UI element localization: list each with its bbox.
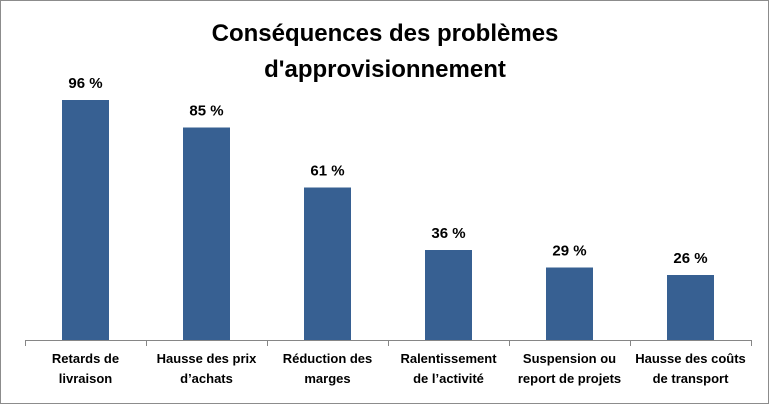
- data-label: 29 %: [552, 243, 586, 260]
- bar: [425, 250, 472, 340]
- category-label: Suspension ou: [523, 351, 616, 366]
- category-label: Ralentissement: [400, 351, 497, 366]
- data-label: 96 %: [68, 75, 102, 92]
- category-label: Hausse des prix: [157, 351, 257, 366]
- bar: [546, 267, 593, 340]
- category-label: de l’activité: [413, 371, 484, 386]
- data-label: 36 %: [431, 225, 465, 242]
- category-label: report de projets: [518, 371, 621, 386]
- bar: [62, 100, 109, 340]
- data-label: 26 %: [673, 250, 707, 267]
- bar: [183, 127, 230, 340]
- chart-title-line-2: d'approvisionnement: [264, 56, 506, 83]
- category-label: Retards de: [52, 351, 119, 366]
- category-label: livraison: [59, 371, 113, 386]
- category-label: de transport: [653, 371, 730, 386]
- data-label: 61 %: [310, 163, 344, 180]
- category-label: marges: [304, 371, 350, 386]
- category-label: Réduction des: [283, 351, 373, 366]
- category-label: Hausse des coûts: [635, 351, 746, 366]
- chart-title-line-1: Conséquences des problèmes: [212, 20, 559, 47]
- data-label: 85 %: [189, 103, 223, 120]
- category-label: d’achats: [180, 371, 233, 386]
- plot-area: 96 % Retards de livraison 85 % Hausse des pr…: [25, 75, 752, 386]
- bar: [667, 275, 714, 340]
- bar: [304, 187, 351, 340]
